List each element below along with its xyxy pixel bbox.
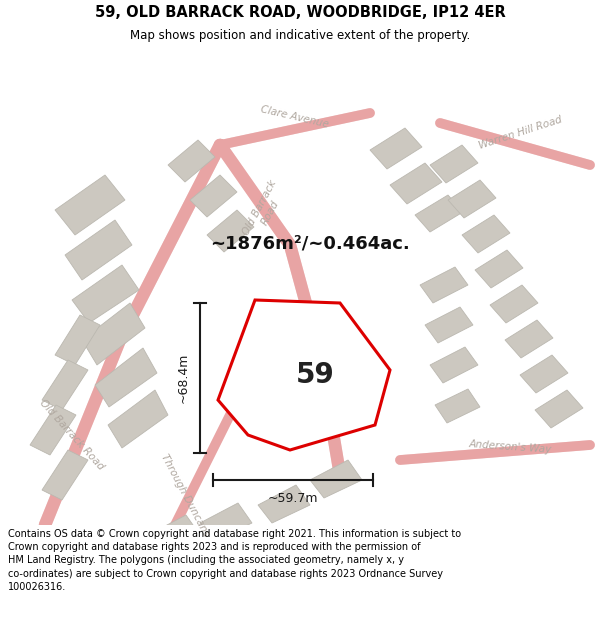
Polygon shape [55,175,125,235]
Polygon shape [95,348,157,407]
Polygon shape [310,460,362,498]
Polygon shape [65,220,132,280]
Polygon shape [207,210,254,252]
Polygon shape [200,503,252,541]
Polygon shape [435,389,480,423]
Polygon shape [430,347,478,383]
Polygon shape [415,195,463,232]
Text: 59, OLD BARRACK ROAD, WOODBRIDGE, IP12 4ER: 59, OLD BARRACK ROAD, WOODBRIDGE, IP12 4… [95,5,505,20]
Polygon shape [370,128,422,169]
Text: Old Barrack Road: Old Barrack Road [38,398,106,472]
Polygon shape [55,315,100,365]
Polygon shape [82,303,145,365]
Polygon shape [475,250,523,288]
Polygon shape [168,140,215,182]
Polygon shape [258,485,310,523]
Polygon shape [430,145,478,183]
Text: ~68.4m: ~68.4m [176,352,190,403]
Text: Contains OS data © Crown copyright and database right 2021. This information is : Contains OS data © Crown copyright and d… [8,529,461,592]
Text: Map shows position and indicative extent of the property.: Map shows position and indicative extent… [130,29,470,42]
Polygon shape [520,355,568,393]
Polygon shape [190,175,237,217]
Polygon shape [462,215,510,253]
Text: ~1876m²/~0.464ac.: ~1876m²/~0.464ac. [210,234,410,252]
Polygon shape [42,450,88,500]
Polygon shape [425,307,473,343]
Text: Clare Avenue: Clare Avenue [260,104,330,130]
Polygon shape [505,320,553,358]
Text: ~59.7m: ~59.7m [268,491,318,504]
Polygon shape [490,285,538,323]
Polygon shape [448,180,496,218]
Text: Anderson's Way: Anderson's Way [468,439,552,455]
Text: Warren Hill Road: Warren Hill Road [477,115,563,151]
Text: 59: 59 [296,361,334,389]
Polygon shape [535,390,583,428]
Text: Old Barrack
Road: Old Barrack Road [241,178,289,242]
Polygon shape [390,163,442,204]
Polygon shape [30,405,76,455]
Polygon shape [108,390,168,448]
Polygon shape [72,265,139,323]
Polygon shape [42,360,88,410]
Polygon shape [148,515,200,553]
Text: Through Duncans: Through Duncans [159,452,211,538]
Polygon shape [420,267,468,303]
Polygon shape [218,300,390,450]
